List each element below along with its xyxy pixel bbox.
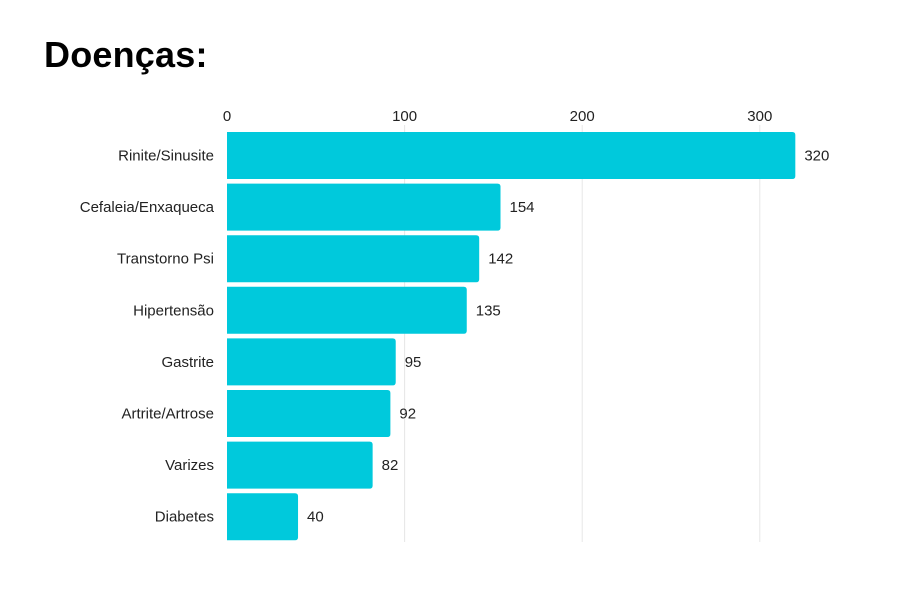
data-label: 320 (804, 148, 829, 165)
bar (227, 183, 501, 231)
bar (227, 338, 396, 386)
category-label: Cefaleia/Enxaqueca (80, 199, 215, 216)
category-label: Gastrite (161, 354, 214, 371)
category-label: Transtorno Psi (117, 251, 214, 268)
x-tick-label: 100 (392, 108, 417, 125)
data-label: 40 (307, 509, 324, 526)
bars (227, 132, 796, 541)
bar (227, 493, 299, 541)
data-label: 142 (488, 251, 513, 268)
value-labels: 320 154 142 135 95 92 82 40 (307, 148, 829, 526)
x-tick-label: 0 (223, 108, 231, 125)
bar (227, 390, 391, 437)
category-label: Artrite/Artrose (121, 406, 214, 423)
category-label: Diabetes (155, 509, 214, 526)
data-label: 154 (510, 199, 535, 216)
category-labels: Rinite/Sinusite Cefaleia/Enxaqueca Transto… (80, 148, 215, 526)
data-label: 92 (399, 406, 416, 423)
category-label: Varizes (165, 457, 214, 474)
category-label: Rinite/Sinusite (118, 148, 214, 165)
x-axis-ticks: 0 100 200 300 (223, 108, 772, 125)
data-label: 82 (382, 457, 399, 474)
bar (227, 132, 796, 179)
x-tick-label: 200 (570, 108, 595, 125)
chart-title: Doenças: (44, 34, 208, 75)
bar (227, 286, 467, 334)
data-label: 135 (476, 302, 501, 319)
bar (227, 235, 480, 283)
category-label: Hipertensão (133, 302, 214, 319)
bar (227, 441, 373, 489)
x-tick-label: 300 (747, 108, 772, 125)
data-label: 95 (405, 354, 422, 371)
